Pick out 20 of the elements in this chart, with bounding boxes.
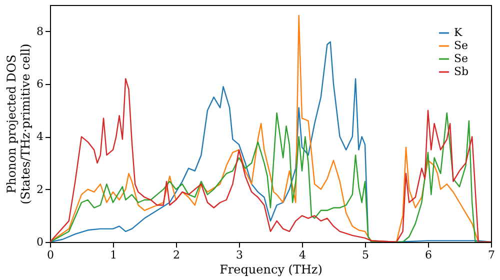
x-tick-label: 3 bbox=[236, 248, 243, 262]
y-tick-label: 8 bbox=[36, 24, 44, 38]
x-tick-label: 2 bbox=[173, 248, 180, 262]
x-tick-label: 6 bbox=[425, 248, 432, 262]
y-axis-title: Phonon projected DOS (States/THz·primitive cell) bbox=[4, 44, 32, 204]
legend-label: K bbox=[454, 26, 463, 39]
legend-label: Se bbox=[454, 52, 468, 65]
y-tick-label: 6 bbox=[36, 78, 44, 90]
line-series bbox=[50, 78, 491, 242]
y-tick-label: 2 bbox=[36, 182, 44, 196]
x-tick-label: 1 bbox=[110, 248, 117, 262]
x-axis-title: Frequency (THz) bbox=[220, 262, 322, 276]
legend-label: Sb bbox=[454, 65, 469, 78]
y-tick-label: 4 bbox=[36, 130, 44, 144]
x-tick-label: 7 bbox=[488, 248, 495, 262]
legend-label: Se bbox=[454, 39, 468, 52]
x-tick-label: 4 bbox=[299, 248, 306, 262]
y-tick-label: 0 bbox=[36, 236, 44, 248]
x-tick-label: 0 bbox=[47, 248, 54, 262]
x-tick-label: 5 bbox=[362, 248, 369, 262]
